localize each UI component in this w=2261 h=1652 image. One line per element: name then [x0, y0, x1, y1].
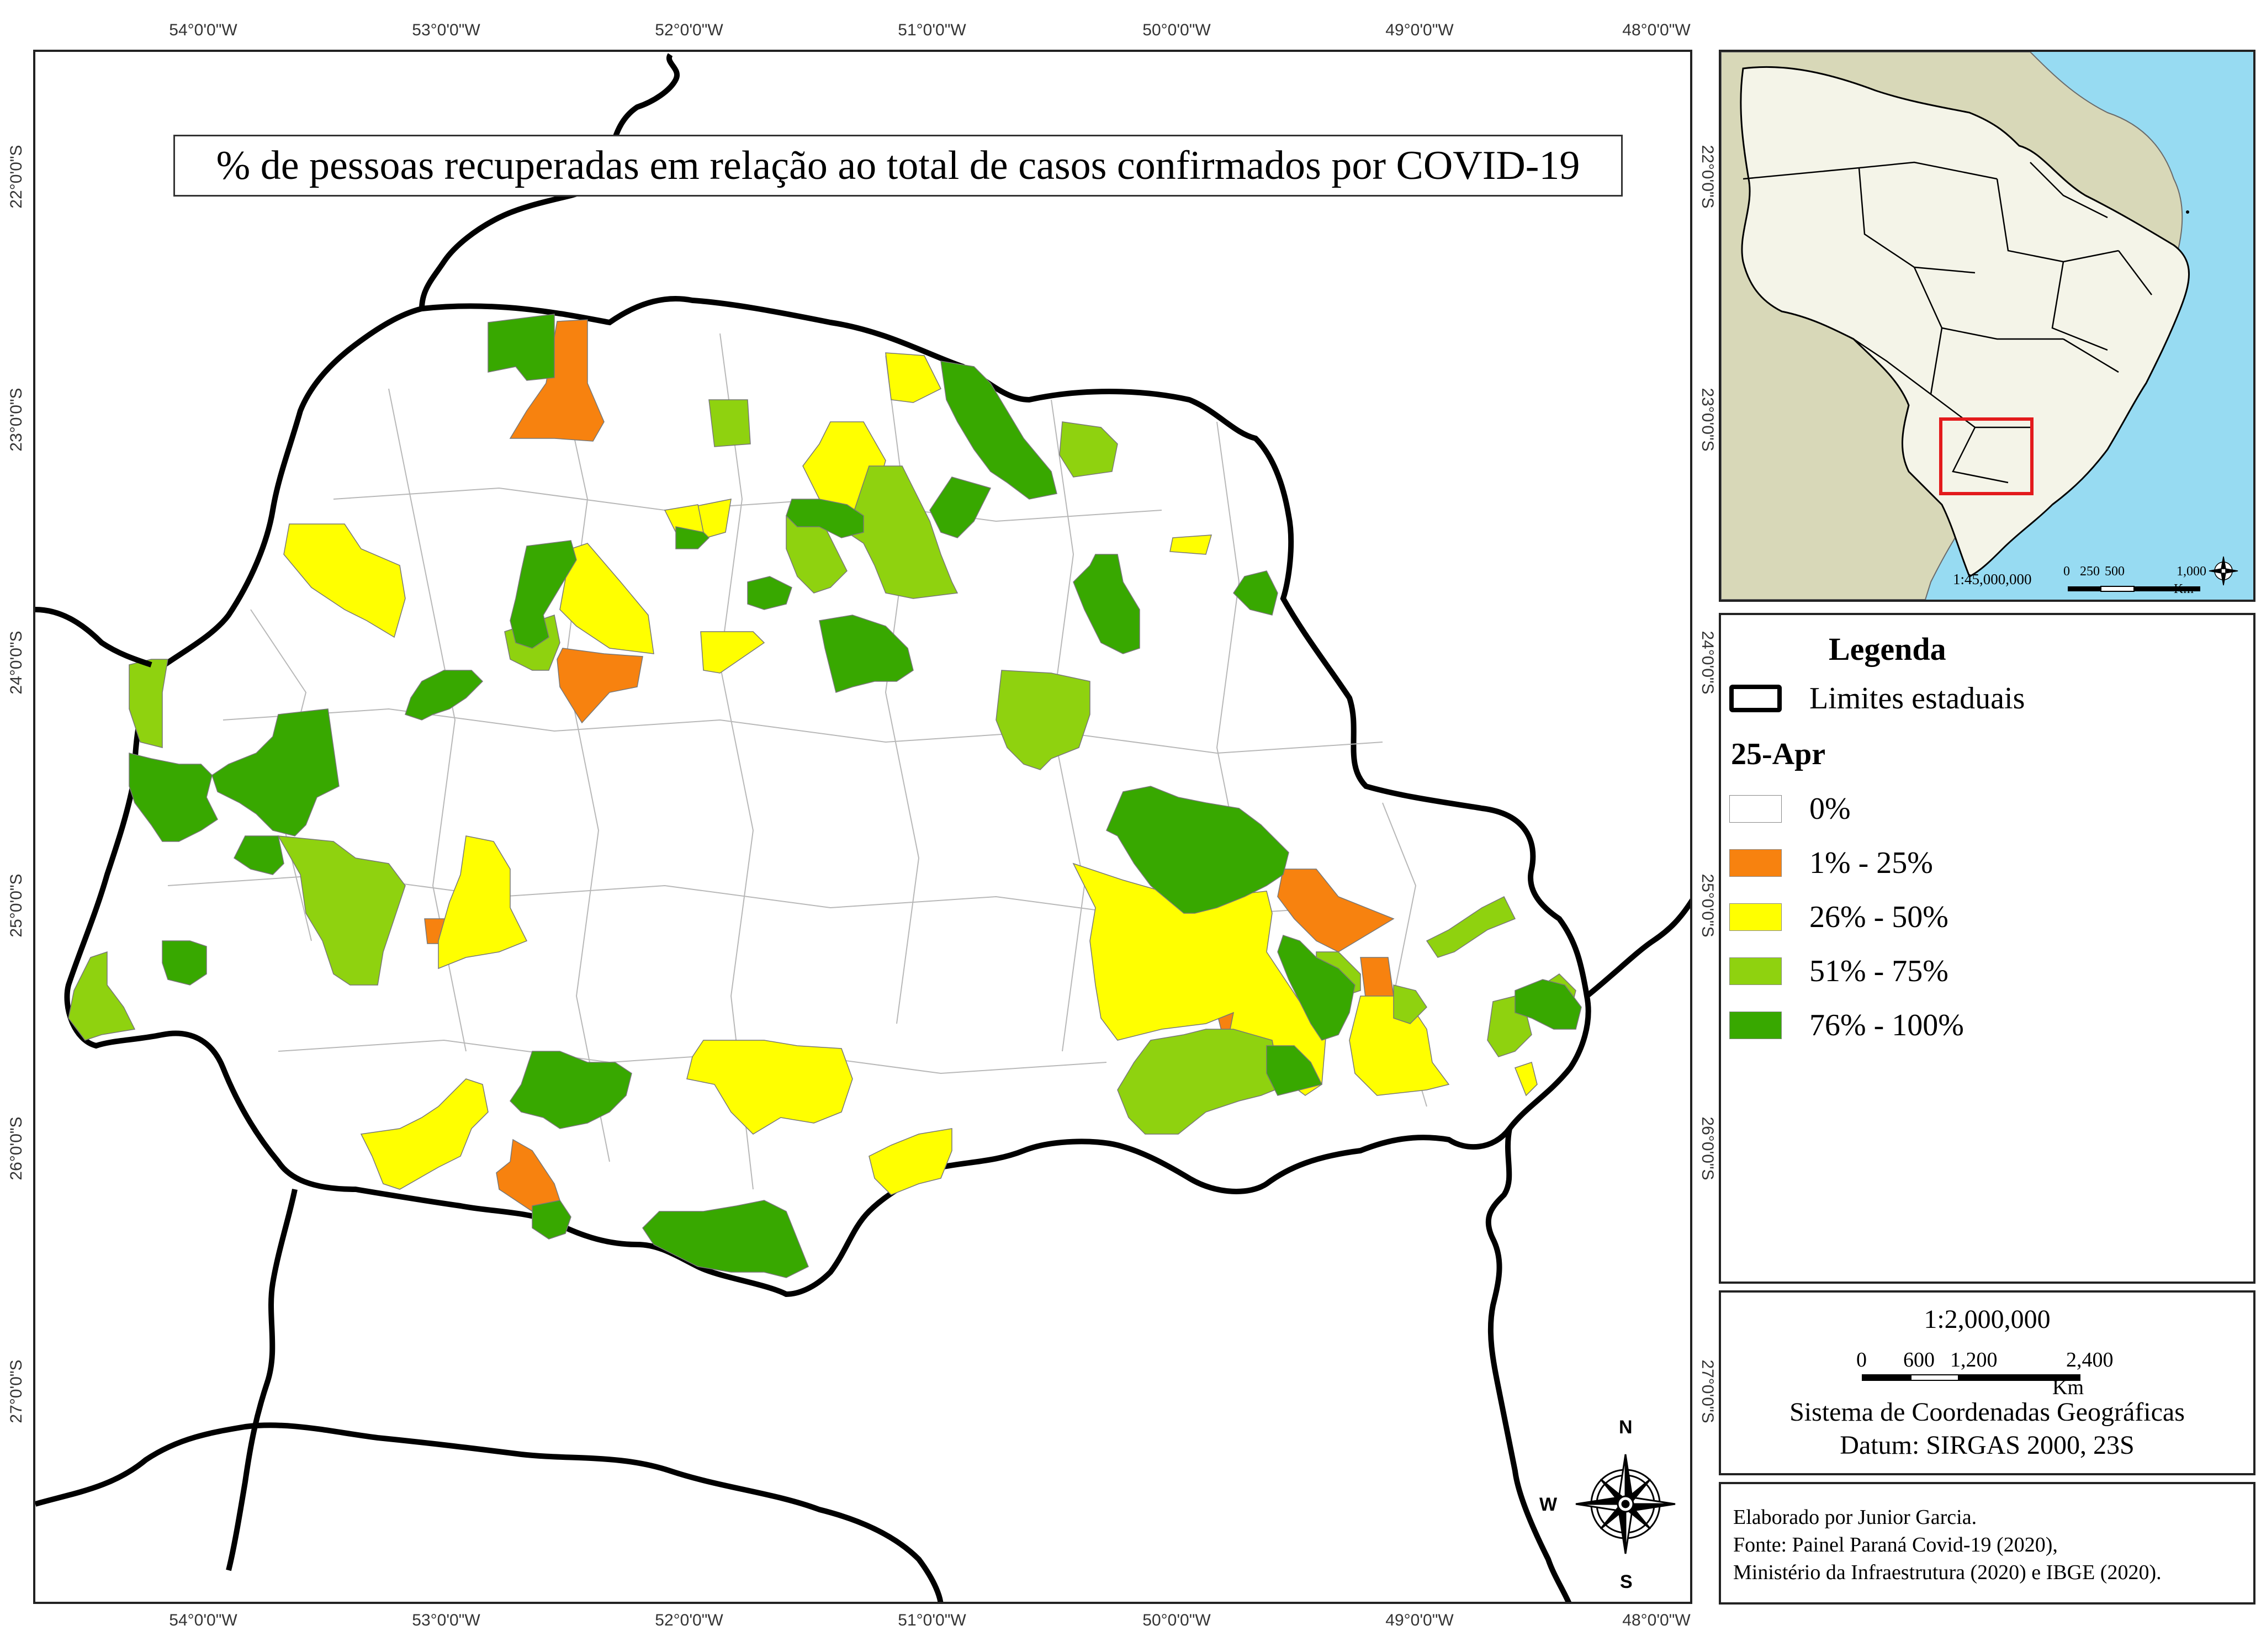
compass-rose: N S E W: [1539, 1417, 1690, 1592]
legend-class-row: 76% - 100%: [1729, 1008, 1964, 1042]
lat-tick-left: 26°0'0"S: [7, 1116, 25, 1180]
inset-canvas: [1721, 52, 2253, 600]
compass-west: W: [1539, 1494, 1558, 1515]
datum-label: Datum: SIRGAS 2000, 23S: [1840, 1431, 2135, 1460]
brazil-state-lines: [1743, 161, 2152, 484]
lon-tick-top: 49°0'0"W: [1385, 21, 1454, 39]
legend-class-swatch: [1729, 795, 1782, 823]
inset-scale-ratio: 1:45,000,000: [1953, 571, 2032, 587]
inset-scale-unit: Km: [2174, 582, 2194, 596]
legend-class-row: 51% - 75%: [1729, 954, 1948, 988]
lon-tick-bottom: 54°0'0"W: [169, 1611, 237, 1629]
lon-tick-top: 48°0'0"W: [1622, 21, 1691, 39]
scale-bar: 0 600 1,200 2,400 Km: [1721, 1348, 2253, 1399]
state-boundaries: [35, 53, 1690, 1602]
credits-panel: Elaborado por Junior Garcia. Fonte: Pain…: [1719, 1482, 2255, 1605]
lon-tick-top: 53°0'0"W: [412, 21, 480, 39]
legend-class-row: 1% - 25%: [1729, 846, 1933, 880]
legend-class-label: 1% - 25%: [1809, 846, 1933, 880]
scale-tick: 0: [1856, 1348, 1867, 1372]
lon-tick-bottom: 49°0'0"W: [1385, 1611, 1454, 1629]
inset-scale-tick: 500: [2105, 564, 2125, 579]
brazil-land: [1740, 66, 2190, 578]
inset-scale-tick: 250: [2080, 564, 2100, 579]
lon-tick-bottom: 48°0'0"W: [1622, 1611, 1691, 1629]
boundary-swatch: [1729, 685, 1782, 712]
legend-class-label: 0%: [1809, 792, 1851, 826]
legend-title: Legenda: [1829, 631, 1946, 667]
compass-south: S: [1620, 1571, 1633, 1592]
lat-tick-left: 25°0'0"S: [7, 873, 25, 938]
legend-date: 25-Apr: [1731, 737, 1826, 771]
credit-author: Elaborado por Junior Garcia.: [1733, 1506, 1977, 1529]
scale-ratio: 1:2,000,000: [1924, 1305, 2051, 1334]
choropleth-municipalities: [68, 314, 1582, 1278]
legend-class-label: 51% - 75%: [1809, 954, 1948, 988]
lat-tick-left: 22°0'0"S: [7, 145, 25, 209]
inset-scale-tick: 1,000: [2177, 564, 2206, 579]
legend: Legenda Limites estaduais 25-Apr 0% 1% -…: [1719, 613, 2255, 1284]
inset-scale-tick: 0: [2063, 564, 2070, 579]
compass-icon: [1575, 1454, 1676, 1554]
compass-north: N: [1619, 1417, 1633, 1438]
map-title: % de pessoas recuperadas em relação ao t…: [173, 135, 1623, 197]
lon-tick-bottom: 51°0'0"W: [898, 1611, 966, 1629]
scale-unit: Km: [2052, 1376, 2084, 1399]
scale-tick: 1,200: [1950, 1348, 1998, 1372]
lat-tick-right: 25°0'0"S: [1698, 873, 1717, 938]
lat-tick-left: 24°0'0"S: [7, 631, 25, 695]
scale-tick: 2,400: [2066, 1348, 2114, 1372]
legend-class-row: 0%: [1729, 792, 1851, 826]
credit-source-2: Ministério da Infraestrutura (2020) e IB…: [1733, 1561, 2162, 1584]
legend-class-row: 26% - 50%: [1729, 900, 1948, 934]
lon-tick-top: 52°0'0"W: [655, 21, 723, 39]
credit-source: Fonte: Painel Paraná Covid-19 (2020),: [1733, 1533, 2058, 1556]
lon-tick-top: 50°0'0"W: [1142, 21, 1211, 39]
inset-compass-icon: [2209, 556, 2238, 586]
lon-tick-top: 54°0'0"W: [169, 21, 237, 39]
legend-class-swatch: [1729, 1012, 1782, 1039]
legend-boundary-row: Limites estaduais: [1729, 681, 2025, 716]
legend-class-label: 26% - 50%: [1809, 900, 1948, 934]
study-area-highlight: [1939, 417, 2034, 495]
inset-scale-bar: [2068, 586, 2200, 592]
lat-tick-right: 27°0'0"S: [1698, 1359, 1717, 1423]
lat-tick-right: 24°0'0"S: [1698, 631, 1717, 695]
lat-tick-left: 23°0'0"S: [7, 388, 25, 452]
legend-class-swatch: [1729, 903, 1782, 931]
crs-label: Sistema de Coordenadas Geográficas: [1789, 1397, 2185, 1427]
legend-class-label: 76% - 100%: [1809, 1008, 1964, 1042]
lon-tick-bottom: 50°0'0"W: [1142, 1611, 1211, 1629]
lat-tick-right: 23°0'0"S: [1698, 388, 1717, 452]
main-map[interactable]: % de pessoas recuperadas em relação ao t…: [33, 50, 1692, 1604]
lon-tick-top: 51°0'0"W: [898, 21, 966, 39]
scale-tick: 600: [1903, 1348, 1935, 1372]
lat-tick-right: 26°0'0"S: [1698, 1116, 1717, 1180]
lat-tick-right: 22°0'0"S: [1698, 145, 1717, 209]
lat-tick-left: 27°0'0"S: [7, 1359, 25, 1423]
map-canvas: [35, 53, 1690, 1602]
legend-class-swatch: [1729, 849, 1782, 877]
inset-map[interactable]: 1:45,000,000 0 250 500 1,000 Km: [1719, 50, 2255, 602]
legend-class-swatch: [1729, 957, 1782, 985]
lon-tick-bottom: 53°0'0"W: [412, 1611, 480, 1629]
scale-panel: 1:2,000,000 0 600 1,200 2,400 Km Sistema…: [1719, 1290, 2255, 1475]
lon-tick-bottom: 52°0'0"W: [655, 1611, 723, 1629]
legend-boundary-label: Limites estaduais: [1809, 681, 2025, 716]
